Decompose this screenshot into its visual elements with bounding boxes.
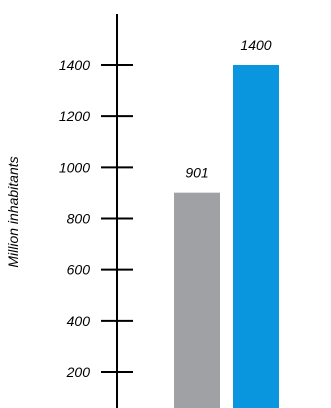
y-tick-label-600: 600 <box>67 262 91 278</box>
data-labels: 901 1400 <box>185 37 271 181</box>
bar-2-value-label: 1400 <box>240 37 271 53</box>
bar-1-value-label: 901 <box>185 165 208 181</box>
y-tick-label-200: 200 <box>66 364 91 380</box>
y-tick-label-800: 800 <box>67 211 91 227</box>
y-tick-label-1200: 1200 <box>59 108 90 124</box>
bar-1 <box>174 192 220 408</box>
bar-2 <box>233 65 279 408</box>
y-axis-title: Million inhabitants <box>5 156 21 267</box>
y-tick-label-1000: 1000 <box>59 159 90 175</box>
y-tick-label-400: 400 <box>67 313 91 329</box>
y-tick-label-1400: 1400 <box>59 57 90 73</box>
bars <box>174 65 279 408</box>
y-axis-ticks: 200 400 600 800 1000 1200 1400 <box>59 57 133 380</box>
